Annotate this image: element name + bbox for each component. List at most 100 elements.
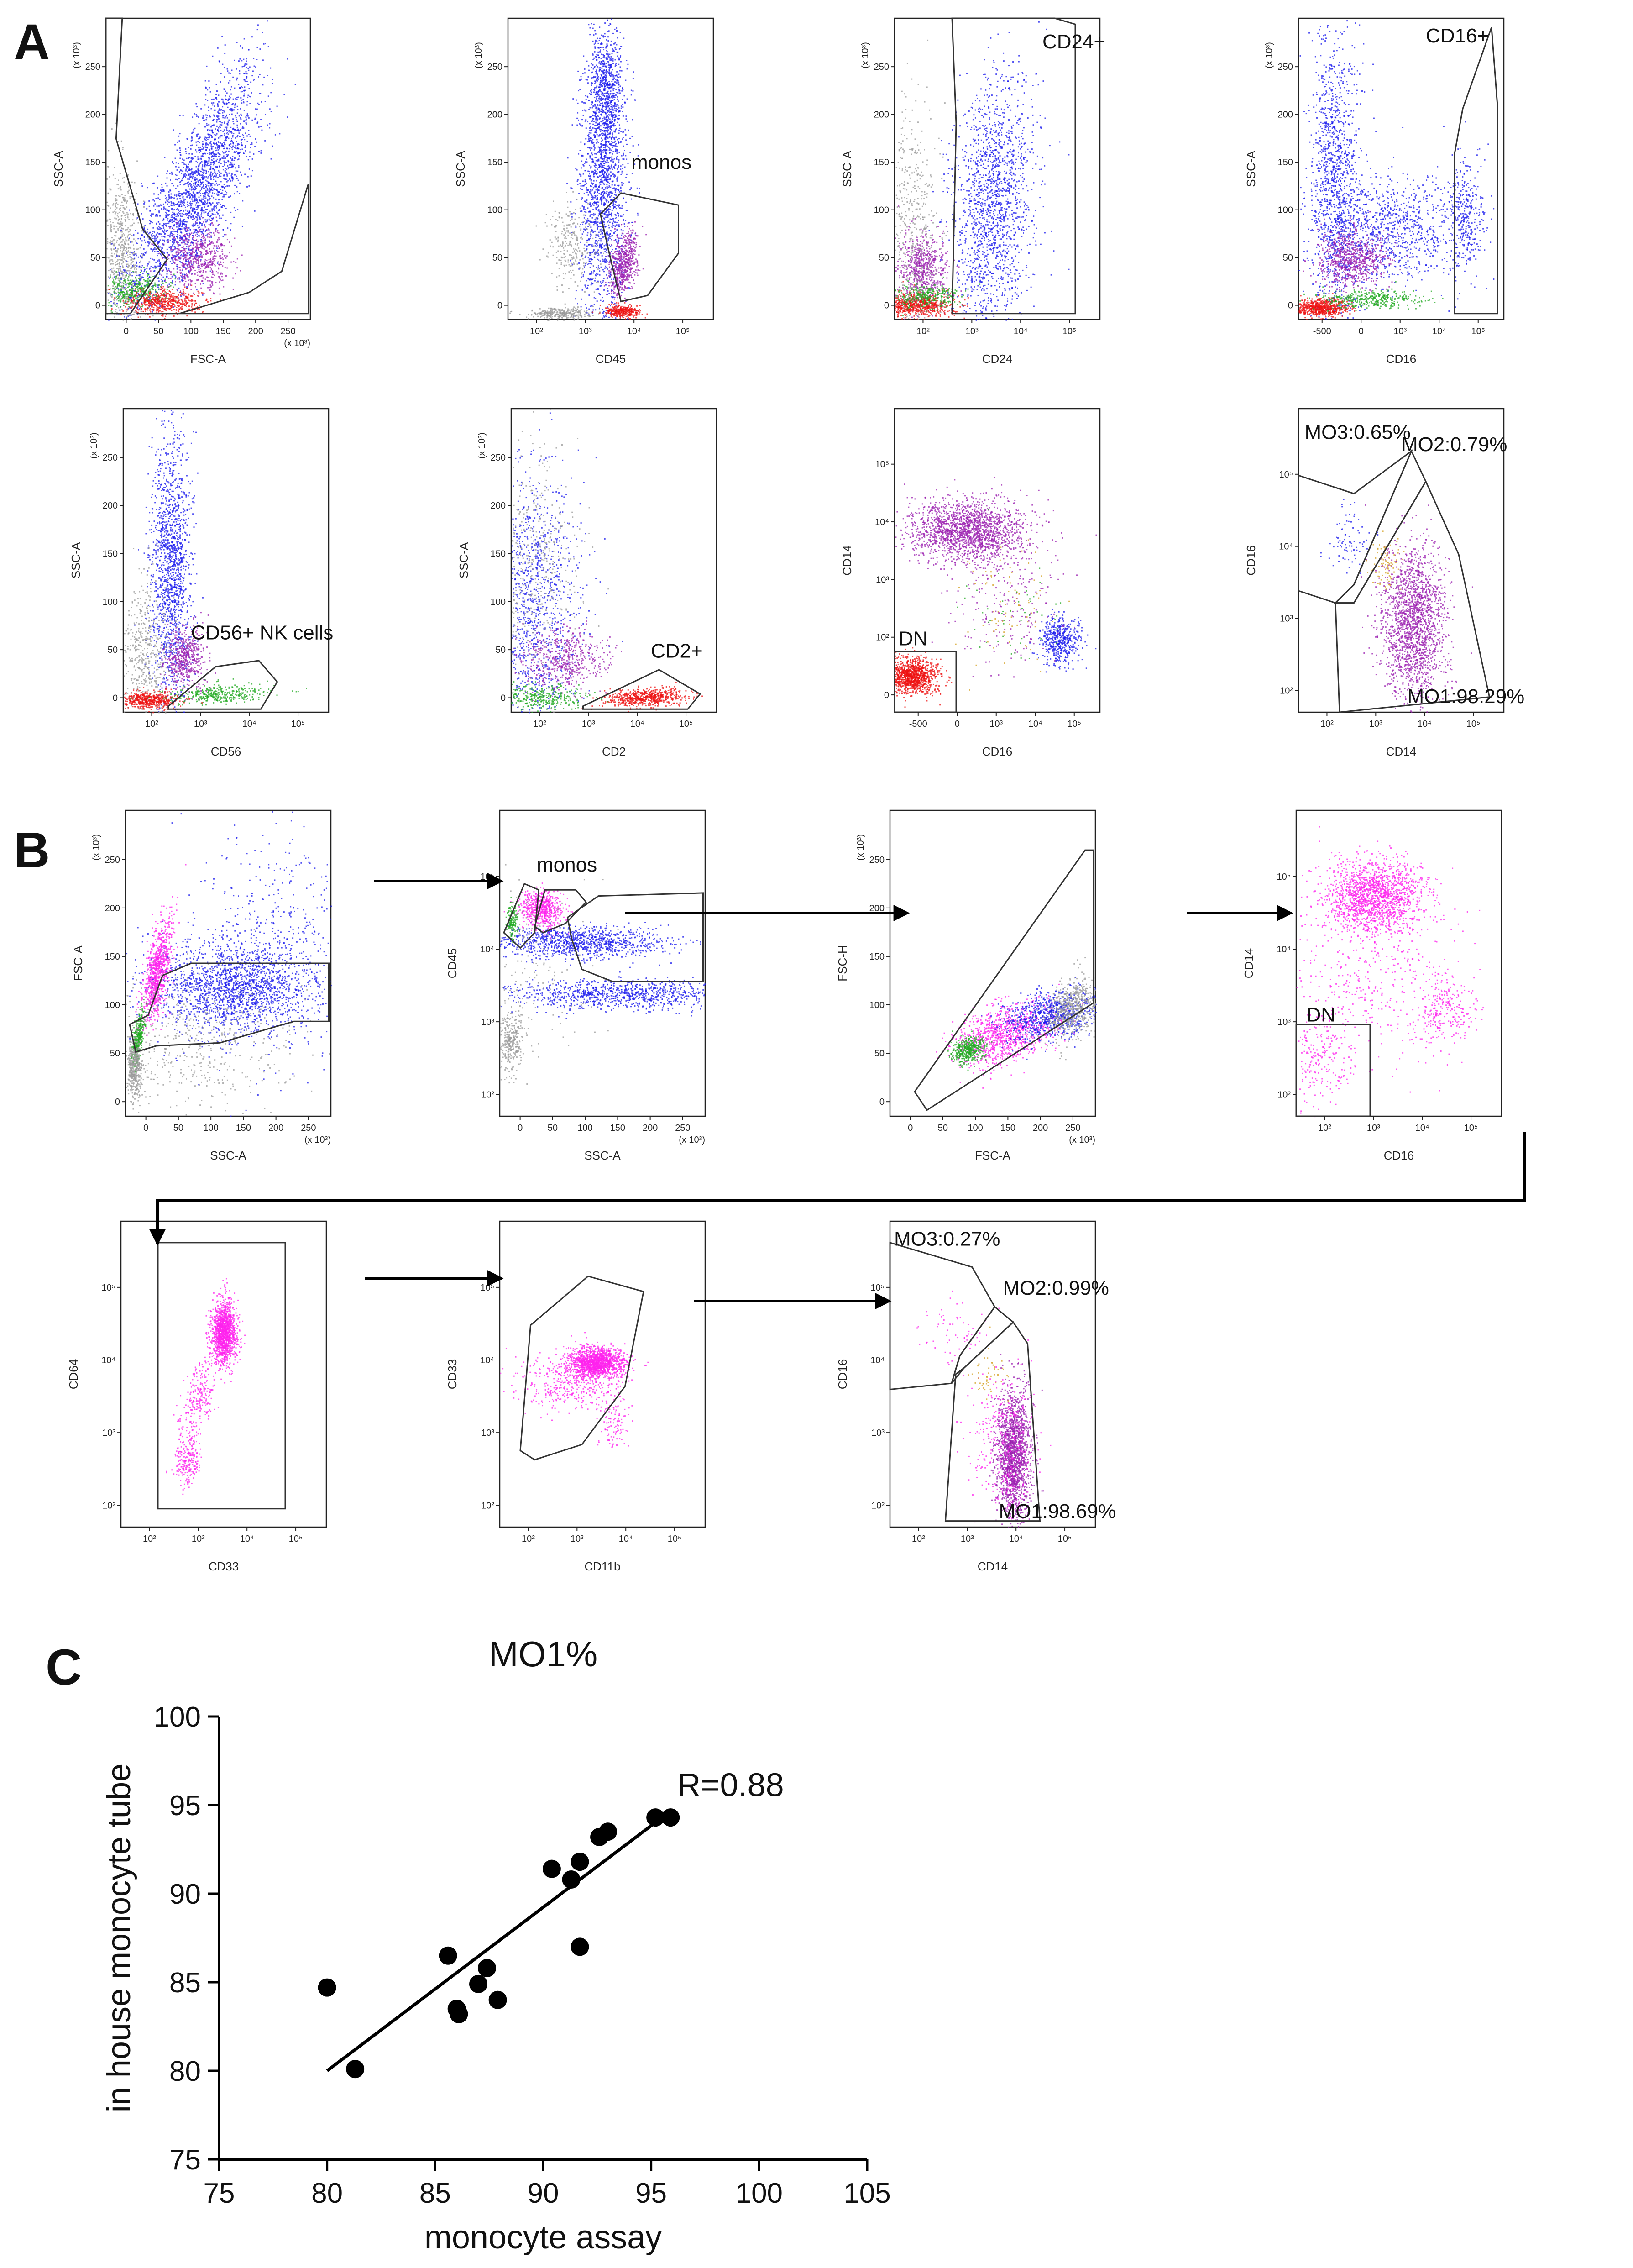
data-point — [318, 1979, 336, 1997]
y-tick-label: 10² — [871, 1501, 885, 1511]
gate-annotation: MO3:0.65% — [1305, 421, 1411, 444]
gate-annotation: DN — [899, 628, 928, 650]
y-tick-label: 10³ — [871, 1428, 885, 1438]
x-axis-label: SSC-A — [210, 1149, 246, 1162]
y-tick-label: 250 — [869, 855, 885, 865]
x-tick-label: 10⁵ — [291, 719, 305, 729]
x-tick-label: 100 — [183, 326, 199, 336]
x-tick-label: 50 — [173, 1123, 183, 1133]
y-axis-label: CD16 — [1244, 545, 1258, 575]
y-unit-label: (x 10³) — [89, 432, 99, 459]
y-tick-label: 10⁵ — [1279, 470, 1293, 480]
y-axis-label: FSC-A — [71, 945, 85, 981]
y-tick-label: 150 — [85, 158, 100, 168]
gate-b5-0 — [158, 1243, 285, 1509]
y-axis-label: SSC-A — [454, 151, 467, 187]
data-point — [478, 1959, 496, 1977]
x-tick-label: 100 — [577, 1123, 592, 1133]
gate-annotation: CD2+ — [651, 640, 703, 662]
x-tick-label: 250 — [280, 326, 295, 336]
event-dots — [1298, 20, 1494, 320]
y-tick-label: 150 — [103, 549, 118, 559]
panel-label-c: C — [46, 1639, 82, 1696]
data-point — [489, 1991, 507, 2009]
y-tick-label: 10² — [102, 1501, 115, 1511]
flow-plot-b7: 10² 10³ 10⁴ 10⁵10²10³10⁴10⁵CD14CD16MO3:0.27… — [836, 1221, 1116, 1573]
x-axis-label: CD24 — [982, 352, 1012, 366]
y-unit-label: (x 10³) — [477, 432, 487, 459]
y-tick-label: 200 — [85, 110, 100, 120]
x-tick-label: 10³ — [965, 326, 979, 336]
x-tick-label: 10⁵ — [1058, 1534, 1072, 1544]
x-tick-label: 250 — [1065, 1123, 1080, 1133]
x-unit-label: (x 10³) — [284, 338, 310, 348]
y-tick-label: 10⁴ — [870, 1355, 885, 1365]
x-tick-label: 50 — [938, 1123, 948, 1133]
y-tick-label: 250 — [487, 62, 502, 72]
x-tick-label: 10⁵ — [676, 326, 690, 336]
y-tick-label: 100 — [869, 1000, 885, 1010]
y-axis-label: SSC-A — [840, 151, 854, 187]
x-tick-label: 85 — [419, 2178, 451, 2209]
figure-canvas: ABC0 50 100 150 200 250050100150200250(x 10³)… — [0, 0, 1633, 2268]
y-tick-label: 50 — [90, 253, 100, 263]
y-tick-label: 10⁵ — [875, 460, 889, 470]
y-tick-label: 10³ — [1280, 614, 1293, 624]
x-axis-label: FSC-A — [190, 352, 226, 366]
y-tick-label: 150 — [105, 952, 120, 962]
x-tick-label: 10⁴ — [240, 1534, 254, 1544]
y-tick-label: 50 — [1283, 253, 1293, 263]
y-tick-label: 200 — [103, 501, 118, 511]
correlation-annotation: R=0.88 — [677, 1767, 784, 1804]
data-point — [562, 1870, 581, 1889]
y-tick-label: 50 — [110, 1049, 120, 1059]
gate-annotation: monos — [631, 151, 691, 173]
y-tick-label: 150 — [1278, 158, 1293, 168]
x-tick-label: 10⁴ — [1418, 719, 1432, 729]
x-tick-label: 10⁵ — [1466, 719, 1481, 729]
y-tick-label: 10⁵ — [480, 1283, 494, 1293]
x-tick-label: 0 — [143, 1123, 148, 1133]
x-tick-label: 100 — [203, 1123, 218, 1133]
gate-a3-0 — [952, 18, 1075, 314]
y-tick-label: 100 — [105, 1000, 120, 1010]
y-tick-label: 0 — [95, 301, 100, 311]
x-tick-label: 150 — [1000, 1123, 1015, 1133]
x-tick-label: 10³ — [192, 1534, 205, 1544]
x-axis-label: CD14 — [1386, 745, 1416, 758]
y-tick-label: 10³ — [1277, 1017, 1291, 1027]
y-tick-label: 10² — [1277, 1090, 1291, 1100]
panel-label-b: B — [14, 822, 50, 878]
y-tick-label: 10² — [481, 1090, 494, 1100]
x-tick-label: 10⁴ — [1028, 719, 1042, 729]
data-point — [439, 1947, 457, 1965]
y-axis-label: CD33 — [445, 1359, 459, 1389]
y-tick-label: 100 — [85, 205, 100, 215]
y-tick-label: 50 — [874, 1049, 885, 1059]
plot-frame — [1298, 18, 1504, 320]
x-axis-label: CD16 — [1384, 1149, 1414, 1162]
x-tick-label: -500 — [1313, 326, 1331, 336]
y-tick-label: 90 — [169, 1879, 201, 1910]
x-tick-label: 10² — [1318, 1123, 1331, 1133]
x-tick-label: 80 — [311, 2178, 343, 2209]
plot-frame — [106, 18, 310, 320]
y-tick-label: 250 — [103, 453, 118, 463]
y-tick-label: 250 — [85, 62, 100, 72]
event-dots — [500, 864, 706, 1085]
flow-plot-a8: 10² 10³ 10⁴ 10⁵10²10³10⁴10⁵CD14CD16MO3:0.65… — [1244, 409, 1524, 758]
y-tick-label: 100 — [491, 597, 506, 607]
x-axis-label: CD16 — [982, 745, 1012, 758]
plot-frame — [121, 1221, 326, 1527]
y-tick-label: 85 — [169, 1967, 201, 1999]
x-tick-label: 10³ — [582, 719, 595, 729]
x-tick-label: 10⁵ — [1067, 719, 1081, 729]
x-tick-label: 105 — [843, 2178, 890, 2209]
y-tick-label: 10⁴ — [480, 1355, 494, 1365]
x-axis-label: FSC-A — [975, 1149, 1011, 1162]
